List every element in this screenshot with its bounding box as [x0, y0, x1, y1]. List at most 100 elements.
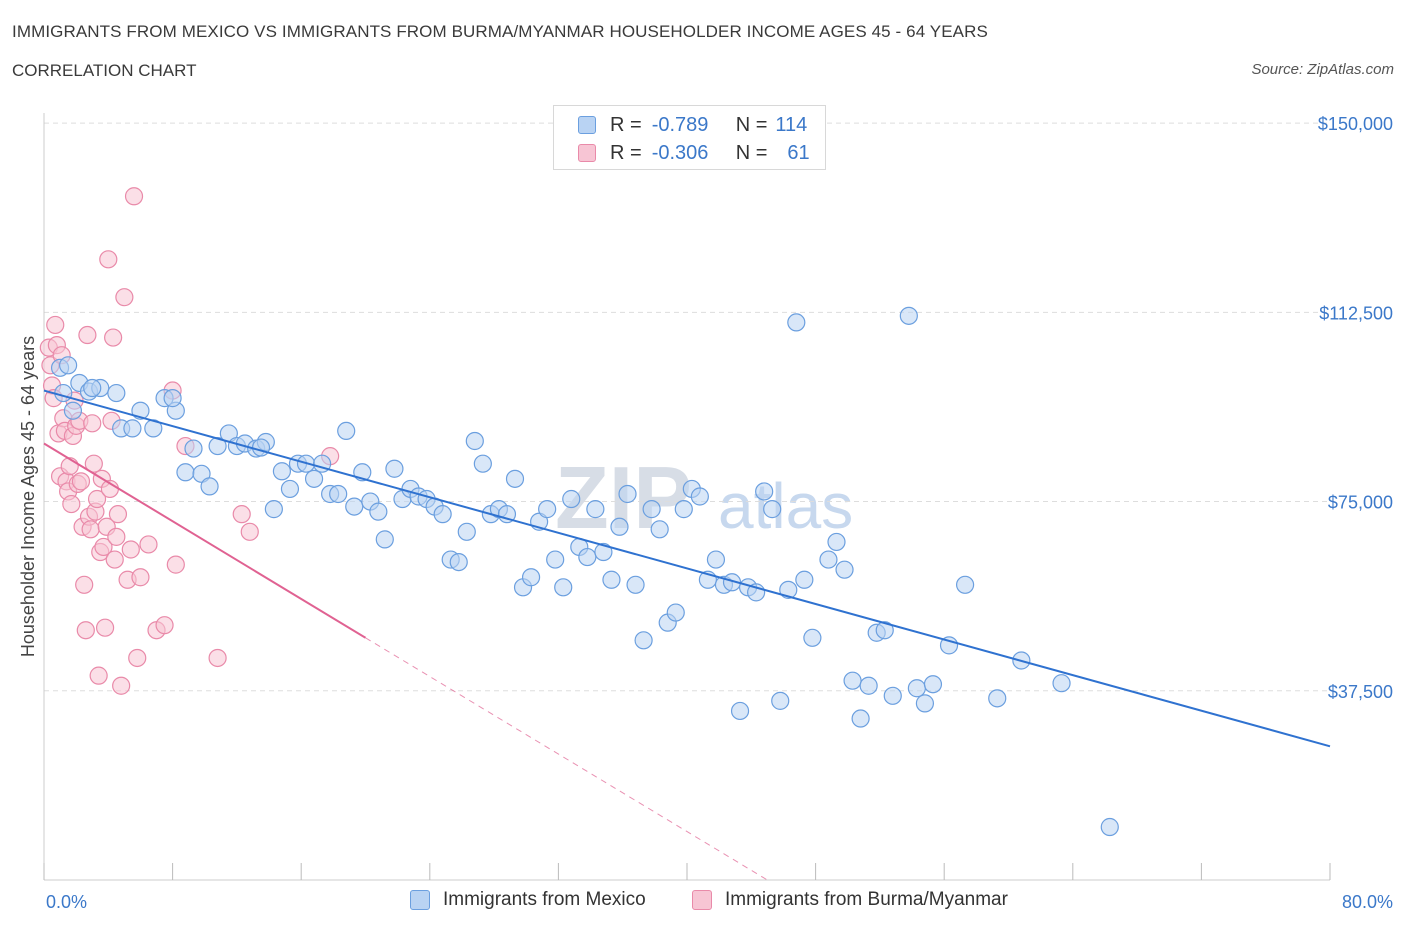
- burma-point: [81, 520, 100, 539]
- y-axis-title: Householder Income Ages 45 - 64 years: [18, 336, 38, 657]
- mexico-point: [859, 676, 878, 695]
- burma-point: [46, 315, 65, 335]
- mexico-legend-swatch: [410, 890, 430, 910]
- burma-points: [39, 187, 340, 695]
- burma-point: [139, 535, 158, 554]
- axis-labels: $37,500 $75,000 $112,500 $150,000 0.0% 80.0% H…: [18, 114, 1393, 912]
- mexico-point: [626, 575, 645, 594]
- mexico-point: [1100, 817, 1119, 837]
- mexico-point: [610, 517, 629, 536]
- x-tick-label: 80.0%: [1342, 892, 1393, 912]
- mexico-point: [449, 552, 468, 572]
- mexico-point: [465, 431, 484, 451]
- mexico-point: [642, 500, 661, 519]
- mexico-point: [264, 500, 283, 519]
- mexico-point: [803, 628, 822, 647]
- mexico-point: [251, 438, 271, 457]
- burma-point: [99, 250, 118, 269]
- mexico-point: [163, 389, 182, 408]
- mexico-legend-label: Immigrants from Mexico: [443, 889, 646, 910]
- n-value: 114: [775, 113, 808, 136]
- burma-point: [105, 550, 124, 569]
- mexico-point: [883, 686, 902, 705]
- mexico-point: [54, 383, 73, 403]
- burma-point: [128, 648, 147, 668]
- mexico-points: [50, 306, 1119, 837]
- burma-point: [166, 555, 185, 574]
- mexico-point: [554, 578, 573, 597]
- burma-point: [104, 328, 123, 347]
- burma-legend-label: Immigrants from Burma/Myanmar: [725, 889, 1008, 910]
- burma-point: [62, 494, 81, 514]
- mexico-point: [385, 459, 404, 478]
- burma-point: [87, 489, 107, 509]
- burma-point: [124, 187, 144, 206]
- burma-swatch: [578, 144, 596, 162]
- burma-trend-extension: [365, 637, 768, 881]
- mexico-point: [602, 570, 621, 589]
- mexico-point: [538, 500, 557, 519]
- mexico-point: [83, 378, 102, 398]
- bottom-legend-mexico: Immigrants from Mexico: [410, 889, 646, 911]
- r-value: -0.789: [651, 113, 709, 136]
- y-tick-label: $112,500: [1319, 303, 1393, 323]
- gridlines: [44, 122, 1330, 692]
- burma-point: [240, 522, 259, 541]
- mexico-point: [586, 500, 605, 519]
- burma-point: [107, 527, 126, 546]
- mexico-point: [184, 439, 203, 458]
- burma-point: [115, 288, 134, 307]
- mexico-point: [851, 709, 870, 728]
- mexico-point: [369, 502, 388, 521]
- mexico-point: [907, 679, 926, 698]
- burma-point: [108, 505, 128, 524]
- mexico-point: [131, 401, 150, 420]
- mexico-trend-line: [43, 389, 1331, 748]
- n-label: N =: [735, 141, 768, 164]
- chart-subtitle: CORRELATION CHART: [12, 61, 197, 80]
- y-tick-label: $75,000: [1328, 493, 1393, 513]
- burma-point: [121, 540, 140, 559]
- mexico-point: [505, 469, 525, 488]
- mexico-point: [433, 505, 452, 524]
- mexico-point: [650, 520, 669, 539]
- mexico-point: [107, 383, 126, 403]
- mexico-point: [835, 560, 854, 579]
- r-label: R =: [610, 141, 642, 164]
- burma-point: [94, 537, 113, 557]
- mexico-point: [666, 603, 685, 622]
- source-label: Source: ZipAtlas.com: [1251, 61, 1394, 78]
- mexico-point: [899, 306, 918, 325]
- mexico-point: [955, 575, 975, 594]
- mexico-point: [779, 580, 798, 599]
- mexico-point: [59, 356, 78, 375]
- mexico-point: [827, 532, 846, 552]
- mexico-point: [521, 568, 541, 587]
- burma-point: [60, 457, 79, 476]
- mexico-point: [457, 522, 476, 541]
- mexico-point: [546, 550, 565, 569]
- bottom-legend-burma: Immigrants from Burma/Myanmar: [692, 889, 1008, 911]
- correlation-legend: R = -0.789 N = 114 R = -0.306 N = 61: [553, 105, 826, 170]
- mexico-point: [634, 631, 653, 650]
- burma-point: [112, 676, 131, 695]
- y-tick-label: $150,000: [1318, 114, 1393, 134]
- watermark-atlas: atlas: [718, 470, 853, 542]
- mexico-point: [123, 419, 142, 438]
- mexico-point: [618, 484, 637, 504]
- mexico-point: [473, 454, 492, 473]
- burma-trend-line: [43, 442, 367, 639]
- mexico-point: [843, 671, 862, 690]
- mexico-point: [763, 500, 782, 519]
- mexico-point: [915, 694, 935, 713]
- mexico-point: [272, 462, 292, 481]
- burma-point: [89, 666, 108, 685]
- mexico-point: [329, 484, 348, 504]
- r-label: R =: [610, 113, 642, 136]
- burma-point: [131, 568, 150, 587]
- mexico-point: [1052, 674, 1071, 693]
- burma-point: [84, 454, 103, 473]
- burma-point: [71, 472, 91, 491]
- mexico-point: [875, 621, 894, 640]
